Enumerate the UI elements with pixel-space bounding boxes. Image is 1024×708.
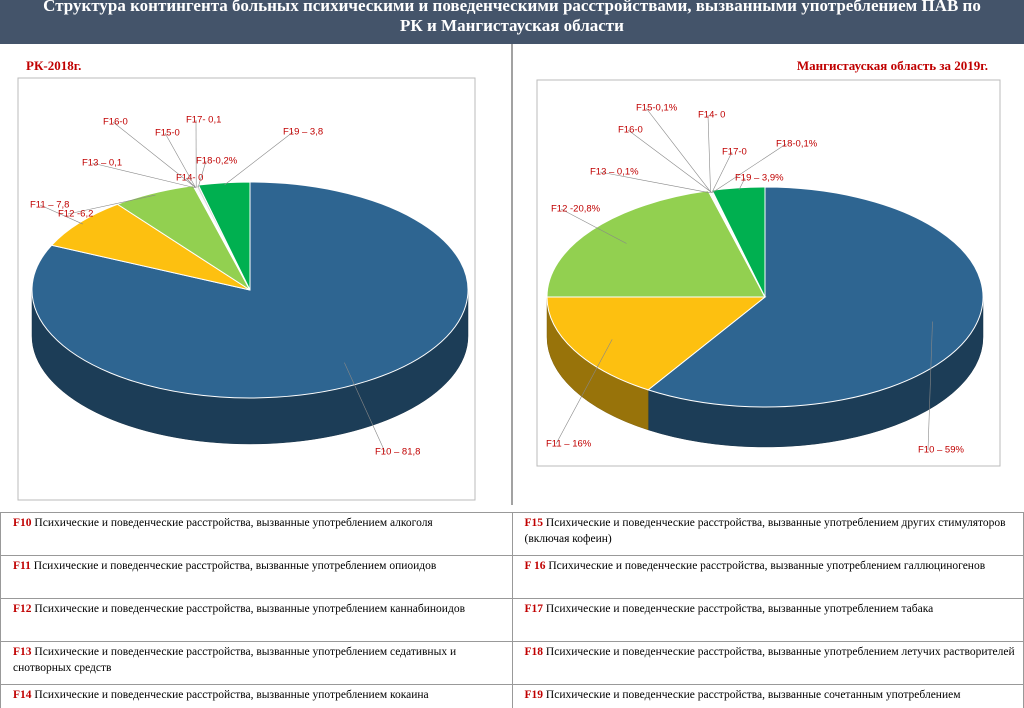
- table-row: F11 Психические и поведенческие расстрой…: [0, 555, 1024, 599]
- data-label: F17-0: [722, 147, 747, 158]
- table-row: F12 Психические и поведенческие расстрой…: [0, 598, 1024, 642]
- table-row: F13 Психические и поведенческие расстрой…: [0, 641, 1024, 685]
- data-label: F15-0: [155, 128, 180, 139]
- description: Психические и поведенческие расстройства…: [33, 560, 437, 572]
- data-label: F10 – 59%: [918, 445, 964, 456]
- table-cell: F11 Психические и поведенческие расстрой…: [0, 555, 513, 599]
- data-label: F16-0: [618, 125, 643, 136]
- table-cell: F12 Психические и поведенческие расстрой…: [0, 598, 513, 642]
- table-cell: F18 Психические и поведенческие расстрой…: [511, 641, 1024, 685]
- code: F14: [13, 689, 32, 701]
- table-cell: F14 Психические и поведенческие расстрой…: [0, 684, 513, 708]
- table-row: F14 Психические и поведенческие расстрой…: [0, 684, 1024, 708]
- data-label: F12 -6,2: [58, 209, 93, 220]
- description: Психические и поведенческие расстройства…: [545, 646, 1015, 658]
- leader-line: [555, 339, 613, 445]
- data-label: F13 – 0,1%: [590, 167, 639, 178]
- header: Структура контингента больных психически…: [0, 0, 1024, 44]
- slice: [711, 186, 766, 298]
- leader-line: [164, 132, 196, 188]
- table-cell: F15 Психические и поведенческие расстрой…: [511, 512, 1024, 556]
- leader-line: [738, 177, 746, 191]
- code: F11: [13, 560, 31, 572]
- leader-line: [645, 107, 712, 193]
- slice: [647, 186, 984, 408]
- code: F18: [524, 646, 544, 658]
- leader-line: [707, 114, 711, 193]
- data-label: F10 – 81,8: [375, 447, 420, 458]
- table-row: F10 Психические и поведенческие расстрой…: [0, 512, 1024, 556]
- table-cell: F13 Психические и поведенческие расстрой…: [0, 641, 513, 685]
- leader-line: [927, 321, 933, 451]
- leader-line: [711, 151, 733, 193]
- code: F19: [524, 689, 544, 701]
- description: Психические и поведенческие расстройства…: [34, 689, 429, 701]
- leader-line: [39, 204, 83, 225]
- chart-title: Мангистауская область за 2019г.: [797, 58, 988, 73]
- description: Психические и поведенческие расстройства…: [548, 560, 986, 572]
- leader-line: [197, 160, 207, 188]
- data-label: F18-0,2%: [196, 156, 238, 167]
- legend-table: F10 Психические и поведенческие расстрой…: [0, 512, 1024, 708]
- slice: [197, 181, 251, 291]
- leader-line: [560, 208, 627, 244]
- leader-line: [627, 129, 713, 193]
- data-label: F19 – 3,8: [283, 127, 323, 138]
- leader-line: [344, 362, 386, 453]
- chart-title: РК-2018г.: [26, 58, 81, 73]
- data-label: F15-0,1%: [636, 103, 678, 114]
- leader-line: [91, 162, 195, 189]
- leader-line: [224, 131, 294, 186]
- data-label: F14- 0: [176, 173, 203, 184]
- description: Психические и поведенческие расстройства…: [545, 603, 934, 615]
- code: F13: [13, 646, 32, 658]
- data-label: F17- 0,1: [186, 115, 221, 126]
- table-cell: F19 Психические и поведенческие расстрой…: [511, 684, 1024, 708]
- data-label: F11 – 7,8: [30, 200, 69, 211]
- data-label: F18-0,1%: [776, 139, 818, 150]
- data-label: F13 – 0,1: [82, 158, 122, 169]
- data-label: F14- 0: [698, 110, 725, 121]
- description: Психические и поведенческие расстройства…: [34, 517, 433, 529]
- description: Психические и поведенческие расстройства…: [525, 689, 961, 708]
- code: F12: [13, 603, 32, 615]
- data-label: F11 – 16%: [546, 439, 592, 450]
- slice: [546, 296, 767, 391]
- leader-line: [112, 121, 196, 188]
- data-label: F19 – 3,9%: [735, 173, 784, 184]
- data-label: F16-0: [103, 117, 128, 128]
- code: F 16: [524, 560, 546, 572]
- data-label: F12 -20,8%: [551, 204, 601, 215]
- description: Психические и поведенческие расстройства…: [13, 646, 457, 674]
- leader-line: [599, 171, 710, 194]
- table-cell: F10 Психические и поведенческие расстрой…: [0, 512, 513, 556]
- description: Психические и поведенческие расстройства…: [34, 603, 465, 615]
- leader-line: [712, 143, 787, 193]
- code: F17: [524, 603, 544, 615]
- code: F10: [13, 517, 32, 529]
- slide-title: Структура контингента больных психически…: [43, 0, 981, 35]
- code: F15: [524, 517, 544, 529]
- leader-line: [67, 194, 156, 215]
- description: Психические и поведенческие расстройства…: [524, 517, 1006, 545]
- table-cell: F17 Психические и поведенческие расстрой…: [511, 598, 1024, 642]
- slice: [546, 190, 766, 298]
- table-cell: F 16 Психические и поведенческие расстро…: [511, 555, 1024, 599]
